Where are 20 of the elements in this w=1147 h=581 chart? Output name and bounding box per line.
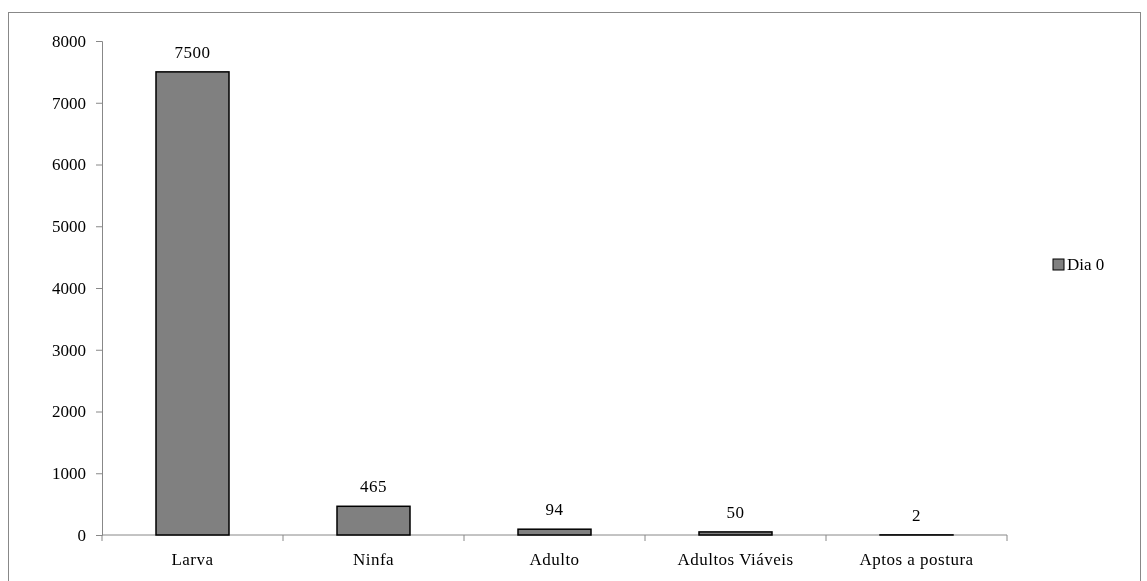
- data-label: 465: [360, 477, 387, 497]
- data-label: 2: [912, 505, 921, 525]
- x-tick-label: Adulto: [529, 550, 580, 569]
- data-label: 7500: [174, 42, 211, 62]
- legend-label: Dia 0: [1067, 255, 1105, 274]
- y-tick-label: 0: [77, 525, 86, 545]
- y-tick-label: 6000: [52, 155, 86, 175]
- data-label: 50: [726, 502, 745, 522]
- x-tick-label: Adultos Viáveis: [677, 550, 794, 569]
- y-tick-label: 3000: [52, 340, 86, 360]
- x-tick-label: Aptos a postura: [859, 550, 974, 569]
- y-tick-label: 1000: [52, 464, 86, 484]
- y-tick-label: 8000: [52, 31, 86, 51]
- y-tick-label: 2000: [52, 402, 86, 422]
- y-tick-label: 4000: [52, 278, 86, 298]
- y-tick-label: 5000: [52, 217, 86, 237]
- x-tick-label: Ninfa: [352, 550, 395, 569]
- x-tick-label: Larva: [171, 550, 214, 569]
- y-tick-label: 7000: [52, 93, 86, 113]
- data-label: 94: [545, 500, 564, 520]
